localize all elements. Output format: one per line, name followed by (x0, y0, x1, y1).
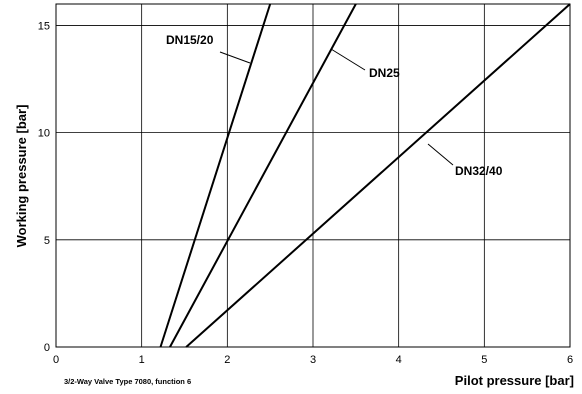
x-tick-label: 5 (481, 354, 487, 366)
y-tick-label: 15 (38, 20, 50, 32)
series-label-1: DN25 (369, 66, 400, 80)
grid (56, 4, 570, 347)
y-axis-title: Working pressure [bar] (14, 105, 29, 248)
chart-caption: 3/2-Way Valve Type 7080, function 6 (64, 377, 191, 386)
x-tick-label: 4 (396, 354, 402, 366)
series-line-0 (159, 3, 272, 348)
x-tick-label: 3 (310, 354, 316, 366)
x-tick-label: 0 (53, 354, 59, 366)
x-tick-label: 6 (567, 354, 573, 366)
y-tick-label: 0 (44, 342, 50, 354)
label-leaders (219, 48, 454, 166)
series-label-0: DN15/20 (166, 33, 214, 47)
plot-frame (55, 3, 571, 348)
series-leader-2 (427, 143, 454, 166)
series-lines (159, 3, 571, 348)
y-tick-label: 5 (44, 235, 50, 247)
x-tick-label: 1 (139, 354, 145, 366)
series-line-1 (169, 3, 357, 348)
series-labels: DN15/20 DN25 DN32/40 (166, 33, 503, 178)
y-tick-label: 10 (38, 128, 50, 140)
series-leader-1 (330, 48, 366, 71)
x-tick-label: 2 (224, 354, 230, 366)
x-tick-labels: 0 1 2 3 4 5 6 (53, 354, 573, 366)
series-leader-0 (219, 51, 251, 64)
series-label-2: DN32/40 (455, 164, 503, 178)
y-tick-labels: 0 5 10 15 (38, 20, 50, 354)
x-axis-title: Pilot pressure [bar] (455, 373, 574, 388)
series-line-2 (185, 3, 571, 348)
